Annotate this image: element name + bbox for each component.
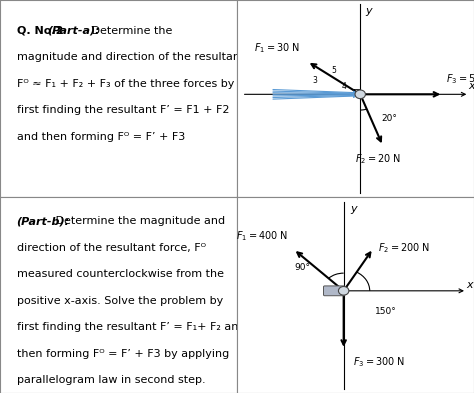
FancyBboxPatch shape bbox=[323, 286, 345, 296]
Text: 150°: 150° bbox=[374, 307, 396, 316]
Text: $F_2 = 200$ N: $F_2 = 200$ N bbox=[378, 241, 430, 255]
Text: and then forming Fᴼ = F’ + F3: and then forming Fᴼ = F’ + F3 bbox=[17, 132, 185, 141]
Text: $F_1 = 400$ N: $F_1 = 400$ N bbox=[237, 230, 289, 243]
Text: x: x bbox=[468, 81, 474, 92]
Text: direction of the resultant force, Fᴼ: direction of the resultant force, Fᴼ bbox=[17, 242, 206, 253]
Text: 20°: 20° bbox=[382, 114, 397, 123]
Text: y: y bbox=[365, 6, 372, 16]
Text: parallelogram law in second step.: parallelogram law in second step. bbox=[17, 375, 205, 385]
Text: (Part-a):: (Part-a): bbox=[47, 26, 100, 35]
Circle shape bbox=[355, 90, 365, 99]
Text: $F_3 = 300$ N: $F_3 = 300$ N bbox=[353, 356, 405, 369]
Text: then forming Fᴼ = F’ + F3 by applying: then forming Fᴼ = F’ + F3 by applying bbox=[17, 349, 229, 359]
Text: measured counterclockwise from the: measured counterclockwise from the bbox=[17, 269, 224, 279]
Text: first finding the resultant F’ = F1 + F2: first finding the resultant F’ = F1 + F2 bbox=[17, 105, 229, 115]
Text: first finding the resultant F’ = F₁+ F₂ and: first finding the resultant F’ = F₁+ F₂ … bbox=[17, 322, 245, 332]
Text: x: x bbox=[466, 280, 473, 290]
Text: $F_3 = 50$ N: $F_3 = 50$ N bbox=[446, 73, 474, 86]
Text: magnitude and direction of the resultant: magnitude and direction of the resultant bbox=[17, 52, 244, 62]
Text: y: y bbox=[351, 204, 357, 214]
Text: Determine the magnitude and: Determine the magnitude and bbox=[52, 216, 225, 226]
Text: Determine the: Determine the bbox=[88, 26, 172, 35]
Text: 90°: 90° bbox=[294, 263, 310, 272]
Circle shape bbox=[338, 286, 349, 295]
Text: 4: 4 bbox=[341, 82, 346, 91]
Text: positive x-axis. Solve the problem by: positive x-axis. Solve the problem by bbox=[17, 296, 223, 306]
Text: 3: 3 bbox=[313, 76, 318, 85]
Text: 5: 5 bbox=[332, 66, 337, 75]
Text: Fᴼ ≈ F₁ + F₂ + F₃ of the three forces by: Fᴼ ≈ F₁ + F₂ + F₃ of the three forces by bbox=[17, 79, 234, 88]
Text: $F_2 = 20$ N: $F_2 = 20$ N bbox=[355, 152, 401, 166]
Text: (Part-b):: (Part-b): bbox=[17, 216, 70, 226]
Text: $F_1 = 30$ N: $F_1 = 30$ N bbox=[254, 42, 300, 55]
Text: Q. No.2: Q. No.2 bbox=[17, 26, 67, 35]
